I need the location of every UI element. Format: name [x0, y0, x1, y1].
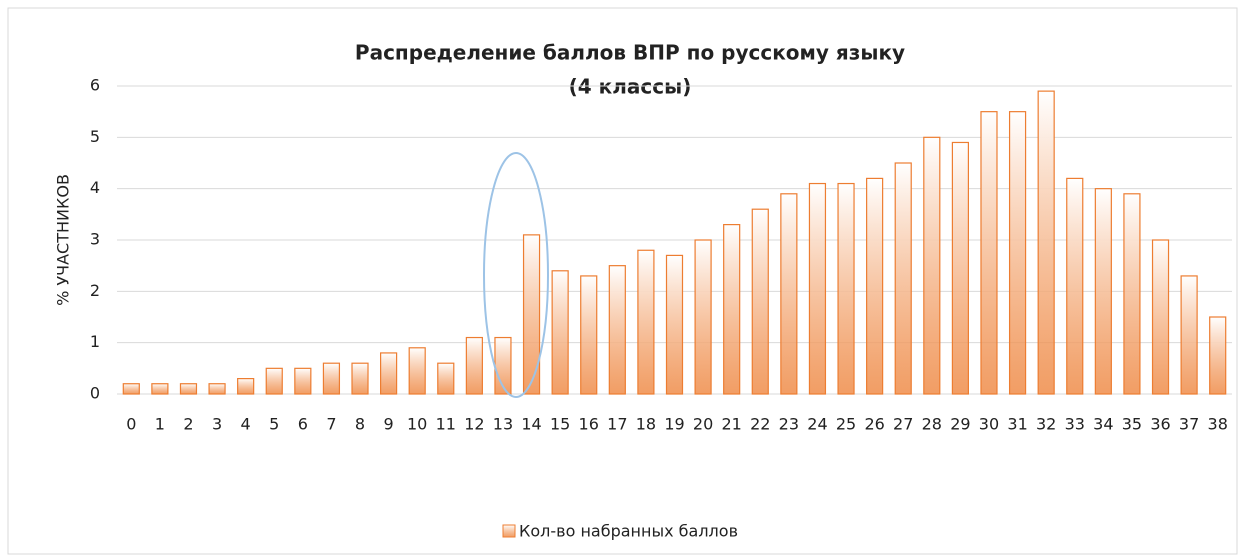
bar [179, 383, 198, 395]
legend-swatch [502, 524, 516, 538]
y-tick-label: 2 [90, 281, 100, 300]
x-tick-label: 35 [1122, 415, 1142, 434]
x-tick-label: 38 [1208, 415, 1228, 434]
bar [980, 111, 998, 395]
x-tick-label: 25 [836, 415, 856, 434]
bar [694, 239, 712, 395]
y-tick-label: 6 [90, 76, 100, 95]
x-tick-label: 6 [298, 415, 308, 434]
x-tick-label: 28 [922, 415, 942, 434]
bar [1066, 177, 1084, 395]
bar [151, 383, 169, 395]
bar [1180, 275, 1198, 395]
bar [923, 136, 941, 395]
y-tick-label: 3 [90, 230, 100, 249]
bar [437, 362, 455, 395]
x-tick-label: 17 [607, 415, 627, 434]
bar [894, 162, 912, 395]
x-tick-label: 11 [436, 415, 456, 434]
bar [580, 275, 598, 395]
x-tick-label: 1 [155, 415, 165, 434]
x-tick-label: 2 [183, 415, 193, 434]
x-tick-label: 5 [269, 415, 279, 434]
x-tick-label: 27 [893, 415, 913, 434]
x-tick-label: 9 [384, 415, 394, 434]
x-tick-label: 26 [864, 415, 884, 434]
y-axis-label: % УЧАСТНИКОВ [54, 174, 73, 306]
x-tick-label: 16 [579, 415, 599, 434]
x-tick-label: 34 [1093, 415, 1113, 434]
x-tick-label: 18 [636, 415, 656, 434]
x-tick-label: 10 [407, 415, 427, 434]
x-tick-label: 13 [493, 415, 513, 434]
y-tick-label: 1 [90, 332, 100, 351]
bar [1008, 111, 1027, 395]
x-tick-label: 30 [979, 415, 999, 434]
x-tick-label: 29 [950, 415, 970, 434]
bar [351, 362, 369, 395]
x-tick-label: 22 [750, 415, 770, 434]
x-tick-label: 0 [126, 415, 136, 434]
x-tick-label: 36 [1150, 415, 1170, 434]
bar [380, 352, 398, 395]
y-tick-label: 5 [90, 127, 100, 146]
bar [1037, 90, 1055, 395]
x-tick-label: 4 [241, 415, 251, 434]
x-tick-label: 14 [521, 415, 541, 434]
bar [294, 367, 312, 395]
bar [866, 177, 884, 395]
bar [208, 383, 226, 395]
bar [808, 182, 827, 395]
chart-title: Распределение баллов ВПР по русскому язы… [355, 41, 905, 65]
bar [665, 254, 684, 395]
x-tick-label: 19 [664, 415, 684, 434]
bar [522, 234, 541, 395]
y-tick-label: 0 [90, 384, 100, 403]
x-tick-label: 8 [355, 415, 365, 434]
bar [637, 249, 655, 395]
highlight-ellipse [483, 152, 549, 398]
x-tick-label: 12 [464, 415, 484, 434]
bar [408, 347, 426, 395]
y-tick-label: 4 [90, 178, 100, 197]
x-tick-label: 15 [550, 415, 570, 434]
x-tick-label: 7 [326, 415, 336, 434]
bar [265, 367, 283, 395]
bar [237, 378, 255, 395]
x-tick-label: 24 [807, 415, 827, 434]
x-tick-label: 33 [1065, 415, 1085, 434]
bar [837, 182, 855, 395]
bar [122, 383, 140, 395]
bar [751, 208, 769, 395]
x-tick-label: 3 [212, 415, 222, 434]
x-tick-label: 32 [1036, 415, 1056, 434]
x-tick-label: 37 [1179, 415, 1199, 434]
bar [608, 265, 626, 395]
x-tick-label: 31 [1007, 415, 1027, 434]
x-tick-label: 20 [693, 415, 713, 434]
bar [1209, 316, 1227, 395]
x-tick-label: 21 [721, 415, 741, 434]
bar [1094, 188, 1112, 395]
bar [551, 270, 569, 395]
bar [951, 141, 969, 395]
x-tick-label: 23 [779, 415, 799, 434]
bar [465, 336, 483, 395]
legend-label: Кол-во набранных баллов [519, 522, 738, 541]
bar [1123, 193, 1141, 395]
bar [723, 224, 741, 395]
bar [322, 362, 341, 395]
bar [1151, 239, 1170, 395]
bar [780, 193, 798, 395]
